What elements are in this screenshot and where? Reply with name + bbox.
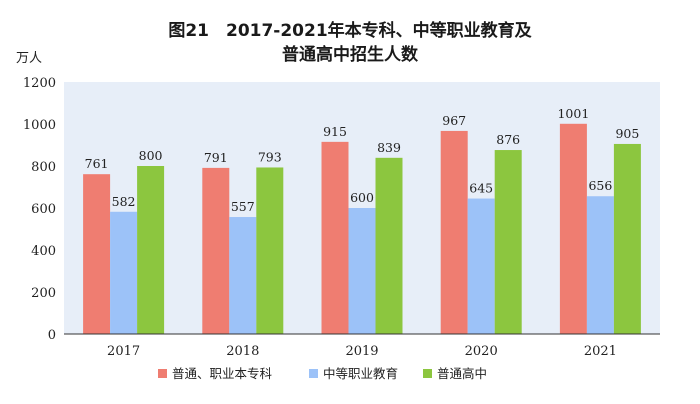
data-labels: 761 582 800 791 557 793 915 600 839 967 645 876 1001… <box>85 106 640 214</box>
bar <box>375 157 403 334</box>
x-axis: 2017 2018 2019 2020 2021 <box>107 344 617 359</box>
data-label: 967 <box>442 113 466 128</box>
data-label: 915 <box>323 124 347 139</box>
bar <box>348 208 376 334</box>
data-label: 557 <box>231 199 255 214</box>
legend-swatch <box>423 369 432 378</box>
data-label: 839 <box>377 140 401 155</box>
data-label: 905 <box>615 126 639 141</box>
bar <box>467 198 495 334</box>
data-label: 1001 <box>557 106 589 121</box>
x-tick-label: 2017 <box>107 344 140 359</box>
y-tick-label: 1000 <box>23 118 56 133</box>
bar <box>440 130 468 334</box>
data-label: 582 <box>112 194 136 209</box>
data-label: 800 <box>139 148 163 163</box>
y-tick-label: 800 <box>31 160 56 175</box>
y-tick-label: 600 <box>31 202 56 217</box>
bar <box>256 167 284 334</box>
y-axis-unit-label: 万人 <box>16 51 43 66</box>
data-label: 793 <box>258 149 282 164</box>
legend-label: 中等职业教育 <box>323 366 398 381</box>
y-tick-label: 0 <box>48 328 56 343</box>
legend-swatch <box>309 369 318 378</box>
bars <box>83 123 641 334</box>
x-tick-label: 2021 <box>584 344 617 359</box>
data-label: 876 <box>496 132 520 147</box>
x-tick-label: 2020 <box>465 344 498 359</box>
chart-title-line-2: 普通高中招生人数 <box>282 45 418 65</box>
data-label: 600 <box>350 190 374 205</box>
legend: 普通、职业本专科 中等职业教育 普通高中 <box>158 366 487 381</box>
bar <box>586 196 614 334</box>
data-label: 791 <box>204 150 228 165</box>
bar <box>83 174 111 334</box>
bar <box>613 143 641 334</box>
legend-label: 普通、职业本专科 <box>172 366 273 381</box>
data-label: 645 <box>469 181 493 196</box>
y-tick-label: 1200 <box>23 76 56 91</box>
data-label: 656 <box>588 178 612 193</box>
chart-title-line-1: 图21 2017-2021年本专科、中等职业教育及 <box>168 21 532 41</box>
bar <box>202 167 230 334</box>
x-tick-label: 2019 <box>345 344 378 359</box>
y-tick-label: 400 <box>31 244 56 259</box>
y-axis: 0 200 400 600 800 1000 1200 <box>23 76 56 343</box>
bar <box>110 211 138 334</box>
bar <box>559 123 587 334</box>
data-label: 761 <box>85 156 109 171</box>
bar <box>229 217 257 334</box>
bar <box>494 150 522 334</box>
legend-swatch <box>158 369 167 378</box>
y-tick-label: 200 <box>31 286 56 301</box>
legend-label: 普通高中 <box>437 366 487 381</box>
bar <box>321 141 349 334</box>
x-tick-label: 2018 <box>226 344 259 359</box>
bar <box>137 166 165 334</box>
